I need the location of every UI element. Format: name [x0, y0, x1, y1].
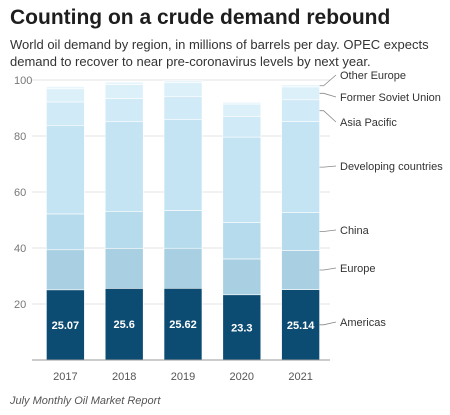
legend-leader-line [319, 165, 337, 168]
x-tick-label: 2019 [171, 371, 195, 383]
bar-segment-europe [163, 247, 203, 289]
legend-leader-line [319, 321, 337, 326]
legend-label: Other Europe [340, 70, 406, 82]
data-label: 25.14 [287, 320, 315, 332]
bar-segment-other-europe [104, 81, 144, 85]
legend-leader-line [319, 110, 337, 123]
bar-segment-former-soviet-union [281, 86, 320, 101]
bar-segment-developing-countries [163, 119, 203, 211]
chart-title: Counting on a crude demand rebound [10, 6, 391, 29]
y-tick-label: 80 [14, 131, 26, 143]
bar-segment-china [46, 213, 85, 251]
y-tick-label: 100 [14, 75, 32, 87]
bar-segment-asia-pacific [222, 116, 262, 138]
bar-segment-china [222, 222, 262, 260]
legend-label: Asia Pacific [340, 117, 397, 129]
bar-segment-former-soviet-union [46, 88, 85, 103]
bar-segment-asia-pacific [46, 101, 85, 127]
bar-segment-china [104, 211, 144, 249]
chart-subtitle: World oil demand by region, in millions … [10, 37, 429, 69]
legend-leader-line [319, 92, 337, 98]
legend-label: Developing countries [340, 161, 443, 173]
data-label: 25.07 [52, 320, 80, 332]
bar-segment-china [163, 210, 203, 249]
legend-label: China [340, 225, 370, 237]
x-tick-label: 2020 [230, 371, 254, 383]
y-tick-label: 60 [14, 187, 26, 199]
y-tick-label: 20 [14, 299, 26, 311]
legend-label: Americas [340, 317, 386, 329]
bar-segment-former-soviet-union [163, 82, 203, 98]
x-tick-label: 2017 [53, 371, 77, 383]
bar-segment-europe [104, 247, 144, 289]
bar-segment-other-europe [222, 101, 262, 105]
bar-segment-other-europe [46, 86, 85, 90]
bar-segment-other-europe [163, 80, 203, 84]
source-note: July Monthly Oil Market Report [10, 395, 161, 407]
legend-leader-line [319, 267, 337, 271]
bar-segment-former-soviet-union [222, 103, 262, 117]
legend-label: Former Soviet Union [340, 92, 441, 104]
x-tick-label: 2018 [112, 371, 136, 383]
y-tick-label: 40 [14, 243, 26, 255]
bar-segment-asia-pacific [163, 96, 203, 121]
bar-segment-developing-countries [281, 121, 320, 213]
legend-label: Europe [340, 263, 375, 275]
bar-segment-europe [222, 258, 262, 296]
bar-segment-developing-countries [222, 136, 262, 223]
data-label: 23.3 [231, 322, 252, 334]
legend-leader-line [319, 74, 337, 87]
bar-segment-americas [281, 289, 320, 361]
bar-segment-americas [222, 294, 262, 361]
x-tick-label: 2021 [288, 371, 312, 383]
bar-segment-asia-pacific [281, 99, 320, 122]
legend-leader-line [319, 229, 337, 232]
bar-segment-former-soviet-union [104, 84, 144, 99]
bar-segment-americas [104, 288, 144, 361]
bar-segment-other-europe [281, 84, 320, 88]
bar-segment-developing-countries [104, 121, 144, 212]
data-label: 25.62 [169, 319, 197, 331]
data-label: 25.6 [113, 319, 134, 331]
bar-segment-asia-pacific [104, 98, 144, 123]
bar-segment-europe [281, 250, 320, 290]
bar-segment-china [281, 212, 320, 251]
bar-segment-europe [46, 249, 85, 291]
bar-segment-developing-countries [46, 125, 85, 215]
